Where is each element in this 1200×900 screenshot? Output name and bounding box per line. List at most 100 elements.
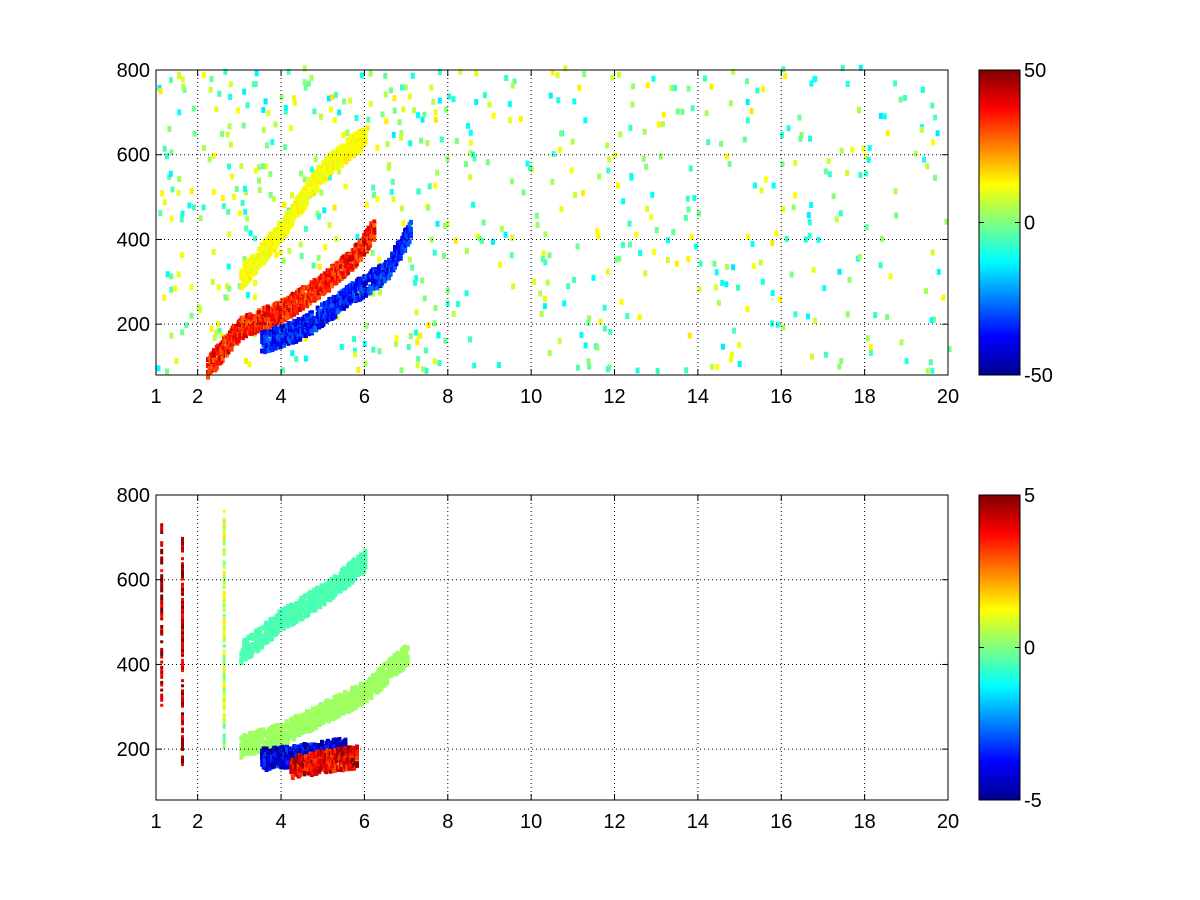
heatmap-cell-1: [160, 698, 164, 702]
heatmap-cell-302: [922, 156, 927, 163]
heatmap-cell-1545: [350, 579, 355, 585]
heatmap-cell-330: [728, 356, 733, 363]
heatmap-cell-396: [176, 71, 181, 78]
heatmap-cell-83: [392, 95, 397, 102]
heatmap-cell-367: [426, 322, 431, 328]
heatmap-cell-483: [596, 233, 601, 240]
heatmap-cell-1499: [340, 586, 344, 592]
heatmap-cell-1251: [289, 609, 293, 615]
heatmap-cell-635: [348, 97, 353, 104]
heatmap-cell-262: [680, 108, 685, 115]
heatmap-cell-888: [380, 665, 385, 671]
heatmap-cell-416: [805, 313, 810, 320]
heatmap-cell-129: [222, 733, 226, 737]
heatmap-cell-103: [181, 600, 184, 604]
heatmap-cell-92: [423, 347, 428, 354]
heatmap-cell-204: [253, 235, 257, 242]
heatmap-cell-786: [232, 336, 237, 342]
heatmap-cell-223: [217, 90, 222, 97]
heatmap-cell-2434: [291, 216, 296, 222]
x-tick-label-0: 1: [150, 386, 161, 408]
heatmap-cell-1050: [287, 303, 292, 309]
heatmap-cell-130: [222, 725, 226, 729]
heatmap-cell-235: [781, 324, 786, 331]
heatmap-cell-191: [222, 550, 226, 554]
heatmap-cell-346: [831, 193, 836, 200]
heatmap-cell-802: [236, 338, 241, 344]
heatmap-cell-1226: [324, 285, 329, 291]
heatmap-cell-1198: [277, 622, 282, 627]
heatmap-cell-2003: [372, 285, 377, 291]
heatmap-cell-133: [222, 718, 226, 722]
heatmap-cell-365: [271, 742, 276, 748]
heatmap-cell-331: [261, 107, 266, 113]
heatmap-cell-1647: [298, 336, 303, 342]
heatmap-cell-11: [684, 367, 689, 374]
heatmap-cell-470: [559, 130, 563, 137]
heatmap-cell-114: [263, 163, 268, 170]
heatmap-cell-511: [781, 66, 786, 73]
heatmap-cell-201: [903, 95, 908, 101]
heatmap-cell-1297: [299, 611, 304, 617]
heatmap-cell-597: [736, 284, 740, 291]
heatmap-cell-136: [222, 708, 226, 711]
heatmap-cell-1815: [333, 313, 338, 319]
heatmap-cell-532: [580, 190, 585, 197]
heatmap-cell-358: [220, 130, 225, 137]
heatmap-cell-142: [222, 692, 226, 696]
heatmap-cell-2703: [347, 154, 352, 160]
heatmap-cell-2179: [409, 219, 413, 225]
y-tick-label-3: 800: [117, 60, 150, 82]
heatmap-cell-1643: [266, 759, 270, 765]
heatmap-cell-98: [181, 613, 184, 617]
heatmap-cell-413: [605, 366, 610, 373]
heatmap-cell-596: [840, 65, 845, 72]
heatmap-cell-678: [337, 696, 342, 702]
heatmap-cell-507: [715, 363, 720, 370]
heatmap-cell-94: [510, 234, 515, 241]
heatmap-cell-264: [710, 363, 715, 370]
heatmap-cell-649: [400, 84, 404, 91]
heatmap-cell-2736: [354, 139, 359, 145]
heatmap-cell-357: [169, 215, 174, 222]
heatmap-cell-698: [214, 365, 219, 371]
heatmap-cell-2556: [316, 165, 321, 171]
heatmap-cell-111: [181, 575, 184, 578]
heatmap-cell-265: [683, 214, 688, 221]
heatmap-cell-397: [749, 108, 754, 115]
heatmap-cell-684: [338, 707, 343, 713]
heatmap-cell-137: [222, 705, 226, 709]
heatmap-cell-1713: [280, 761, 285, 767]
heatmap-cell-2668: [340, 163, 344, 168]
heatmap-cell-546: [932, 316, 936, 323]
heatmap-cell-312: [191, 105, 196, 112]
heatmap-cell-1593: [287, 337, 292, 343]
heatmap-cell-462: [807, 232, 812, 239]
heatmap-cell-68: [181, 704, 184, 708]
heatmap-cell-343: [745, 305, 750, 312]
heatmap-cell-374: [274, 727, 279, 733]
heatmap-cell-1566: [354, 558, 359, 564]
heatmap-cell-979: [273, 304, 278, 310]
heatmap-cell-145: [745, 99, 750, 105]
heatmap-cell-1600: [361, 568, 366, 574]
heatmap-cell-568: [313, 724, 318, 730]
heatmap-cell-509: [387, 162, 392, 169]
heatmap-cell-421: [283, 723, 288, 729]
heatmap-cell-2063: [298, 770, 303, 776]
heatmap-cell-386: [228, 93, 232, 100]
heatmap-cell-131: [243, 208, 248, 215]
heatmap-cell-626: [823, 168, 828, 175]
heatmap-cell-98: [273, 121, 278, 128]
heatmap-cell-62: [730, 351, 734, 358]
heatmap-cell-513: [281, 257, 286, 264]
heatmap-cell-355: [784, 236, 789, 242]
heatmap-cell-2685: [344, 154, 349, 160]
heatmap-cell-1389: [359, 256, 364, 262]
heatmap-cell-160: [337, 168, 342, 175]
heatmap-cell-730: [348, 690, 353, 696]
heatmap-cell-430: [390, 178, 395, 185]
heatmap-cell-48: [547, 349, 552, 356]
heatmap-cell-399: [378, 289, 382, 296]
heatmap-cell-95: [181, 620, 184, 624]
